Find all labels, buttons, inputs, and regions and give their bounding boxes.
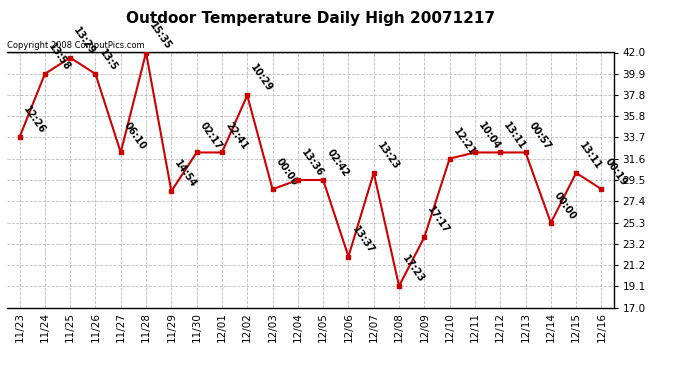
Text: 10:29: 10:29 xyxy=(248,63,275,94)
Text: 17:23: 17:23 xyxy=(400,254,426,285)
Text: 17:17: 17:17 xyxy=(426,205,452,236)
Text: 02:42: 02:42 xyxy=(324,147,351,178)
Text: 13:11: 13:11 xyxy=(578,140,604,171)
Text: 13:11: 13:11 xyxy=(502,120,528,151)
Text: 22:41: 22:41 xyxy=(224,120,249,151)
Text: 13:36: 13:36 xyxy=(299,147,325,178)
Text: 00:57: 00:57 xyxy=(527,120,553,151)
Text: 13:58: 13:58 xyxy=(46,41,72,72)
Text: Copyright 2008 ComputPics.com: Copyright 2008 ComputPics.com xyxy=(7,41,144,50)
Text: 06:10: 06:10 xyxy=(122,120,148,151)
Text: 13:5: 13:5 xyxy=(97,47,119,72)
Text: 15:35: 15:35 xyxy=(148,20,173,51)
Text: 00:19: 00:19 xyxy=(603,157,629,188)
Text: 02:17: 02:17 xyxy=(198,120,224,151)
Text: 12:26: 12:26 xyxy=(21,105,47,136)
Text: 13:23: 13:23 xyxy=(375,140,401,171)
Text: 13:29: 13:29 xyxy=(72,25,97,56)
Text: 12:21: 12:21 xyxy=(451,126,477,157)
Text: 00:00: 00:00 xyxy=(274,157,300,188)
Text: 00:00: 00:00 xyxy=(552,190,578,222)
Text: 14:54: 14:54 xyxy=(172,159,199,190)
Text: 10:04: 10:04 xyxy=(476,120,502,151)
Text: Outdoor Temperature Daily High 20071217: Outdoor Temperature Daily High 20071217 xyxy=(126,11,495,26)
Text: 13:37: 13:37 xyxy=(350,224,376,255)
